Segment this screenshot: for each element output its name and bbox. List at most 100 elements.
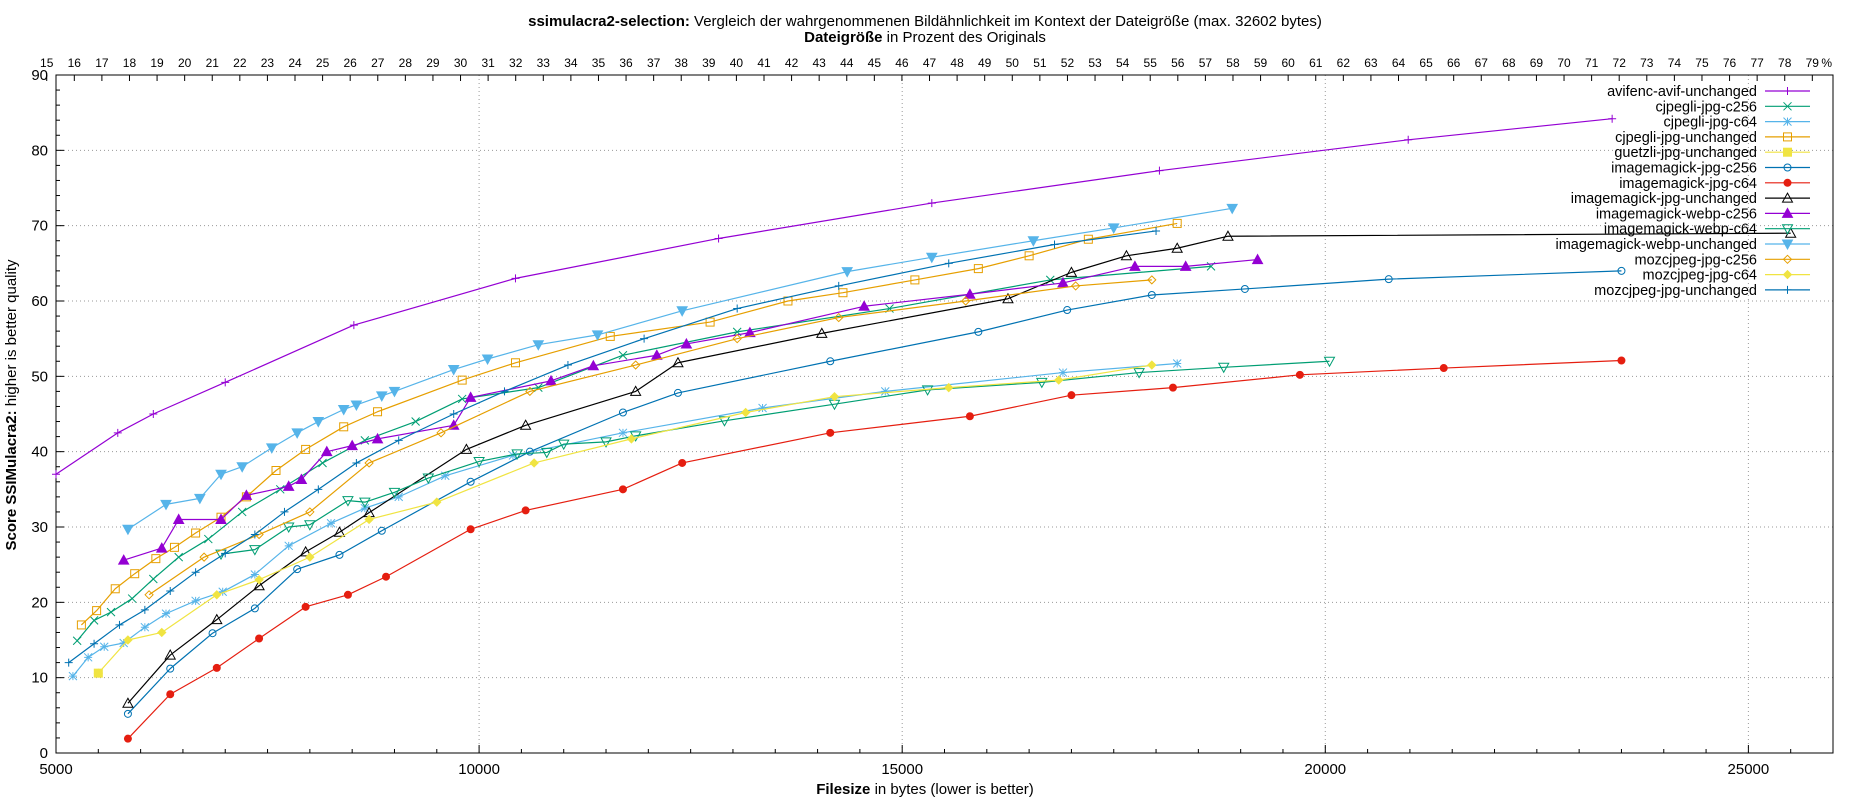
x2-tick-label: 24 xyxy=(288,56,302,70)
data-point xyxy=(295,473,308,485)
x2-tick-label: 57 xyxy=(1199,56,1213,70)
data-point xyxy=(532,340,545,351)
x2-tick-label: 43 xyxy=(812,56,826,70)
data-point xyxy=(265,443,278,454)
series-line xyxy=(55,118,1613,475)
x2-tick-label: 46 xyxy=(895,56,909,70)
x2-tick-label: 62 xyxy=(1337,56,1351,70)
data-point xyxy=(525,447,534,456)
data-point xyxy=(605,331,615,341)
data-point xyxy=(301,444,311,454)
data-point xyxy=(519,419,532,430)
data-point xyxy=(122,697,134,708)
data-point xyxy=(921,385,934,396)
x2-tick-label: 70 xyxy=(1557,56,1571,70)
data-point xyxy=(1404,135,1413,144)
data-point xyxy=(106,607,116,617)
data-point xyxy=(1147,290,1156,299)
data-point xyxy=(305,552,315,562)
data-point xyxy=(68,671,78,681)
legend-label: imagemagick-jpg-unchanged xyxy=(1571,191,1757,207)
data-point xyxy=(373,407,383,417)
data-point xyxy=(1172,218,1182,228)
data-point xyxy=(191,568,200,577)
data-point xyxy=(123,635,133,645)
legend-item: imagemagick-webp-unchanged xyxy=(1555,237,1810,253)
data-point xyxy=(733,304,742,313)
x2-axis-title-bold: Dateigröße xyxy=(804,29,882,46)
data-point xyxy=(249,545,261,556)
data-point xyxy=(215,513,227,524)
data-point xyxy=(282,522,295,534)
x-tick-label: 20000 xyxy=(1304,761,1346,778)
data-point xyxy=(350,400,363,411)
data-point xyxy=(680,337,693,349)
legend-label: mozcjpeg-jpg-c256 xyxy=(1634,252,1757,268)
x2-tick-label: 68 xyxy=(1502,56,1516,70)
data-point xyxy=(305,507,315,517)
data-point xyxy=(630,360,641,370)
data-point xyxy=(172,513,185,524)
data-point xyxy=(218,587,228,597)
series-cjpegli-jpg-c256 xyxy=(72,261,1216,646)
data-point xyxy=(164,649,177,660)
x2-tick-label: 25 xyxy=(316,56,330,70)
data-point xyxy=(826,357,835,366)
data-point xyxy=(169,542,179,552)
data-point xyxy=(110,584,120,594)
data-point xyxy=(1226,203,1239,215)
data-point xyxy=(510,358,520,368)
legend-item: mozcjpeg-jpg-unchanged xyxy=(1594,283,1810,299)
data-point xyxy=(320,445,333,457)
legend-label: cjpegli-jpg-c256 xyxy=(1655,99,1757,115)
series-avifenc-avif-unchanged xyxy=(52,114,1617,479)
x2-tick-label: 60 xyxy=(1281,56,1295,70)
y-tick-label: 30 xyxy=(31,519,48,536)
data-point xyxy=(375,391,388,402)
y-tick-label: 10 xyxy=(31,670,48,687)
data-point xyxy=(212,590,222,600)
data-point xyxy=(650,349,663,360)
data-point xyxy=(148,574,158,584)
data-point xyxy=(1608,114,1617,123)
data-point xyxy=(1168,383,1177,392)
legend-swatch-marker xyxy=(1783,101,1792,111)
y-tick-label: 80 xyxy=(31,142,48,159)
x2-axis-title-rest: in Prozent des Originals xyxy=(882,29,1045,46)
data-point xyxy=(364,514,374,525)
x2-tick-label: 71 xyxy=(1585,56,1599,70)
data-point xyxy=(130,569,140,579)
data-point xyxy=(1172,359,1182,368)
data-point xyxy=(166,690,175,699)
data-point xyxy=(1120,249,1133,261)
legend-item: cjpegli-jpg-c256 xyxy=(1655,99,1810,115)
data-point xyxy=(123,709,132,718)
data-point xyxy=(1222,230,1234,241)
data-point xyxy=(318,458,327,468)
plot-area: 5000 10000 15000 20000 25000 0 10 20 30 40 50 60 70 8… xyxy=(31,56,1834,778)
legend-label: imagemagick-webp-unchanged xyxy=(1555,237,1757,253)
x2-tick-label: 72 xyxy=(1613,56,1627,70)
data-point xyxy=(64,658,73,667)
data-point xyxy=(618,408,627,417)
series-layer xyxy=(52,114,1797,743)
data-point xyxy=(280,507,289,516)
x2-tick-label: 36 xyxy=(619,56,633,70)
data-point xyxy=(447,365,460,376)
data-point xyxy=(382,572,391,581)
x2-tick-label: 41 xyxy=(757,56,771,70)
data-point xyxy=(545,374,557,386)
legend-swatch-marker xyxy=(1783,285,1792,294)
x-tick-label: 25000 xyxy=(1728,761,1770,778)
x2-tick-label: 18 xyxy=(123,56,137,70)
series-imagemagick-webp-c64 xyxy=(215,356,1336,561)
data-point xyxy=(371,432,384,444)
data-point xyxy=(253,579,265,591)
data-point xyxy=(210,613,223,625)
data-point xyxy=(1065,266,1078,277)
x2-tick-label: 67 xyxy=(1475,56,1489,70)
legend-label: cjpegli-jpg-unchanged xyxy=(1615,130,1757,146)
x2-tick-label: % xyxy=(1821,56,1832,70)
